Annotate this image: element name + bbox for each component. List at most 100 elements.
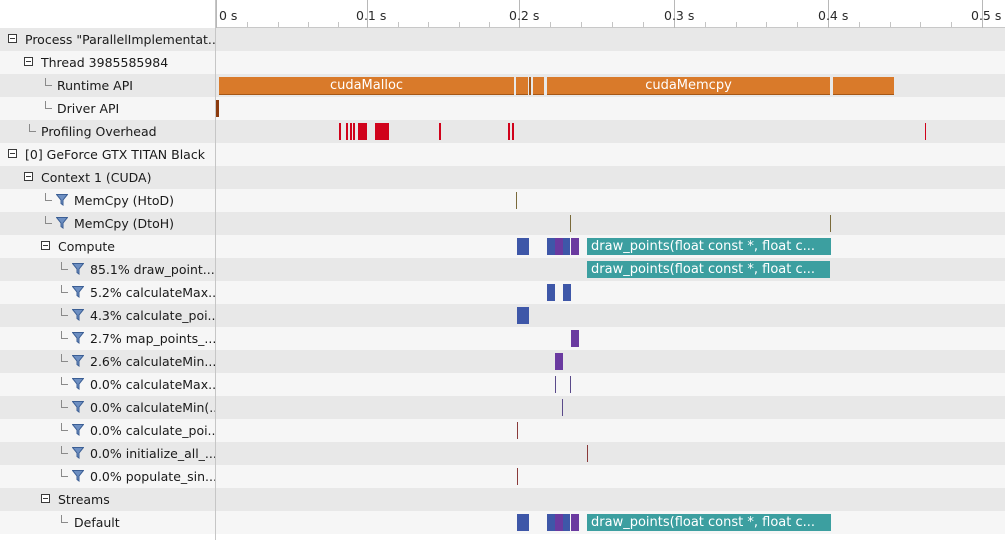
tree-row-context[interactable]: Context 1 (CUDA) (0, 166, 215, 189)
filter-funnel-icon[interactable] (72, 447, 84, 459)
tree-label-context: Context 1 (CUDA) (41, 170, 152, 185)
tree-row-memcpy-htod[interactable]: MemCpy (HtoD) (0, 189, 215, 212)
tree-row-memcpy-dtoh[interactable]: MemCpy (DtoH) (0, 212, 215, 235)
kernel-mark[interactable] (587, 445, 588, 462)
ruler-minor-tick (428, 22, 429, 27)
kernel-mark[interactable] (562, 399, 563, 416)
kernel-mark[interactable] (570, 376, 571, 393)
driver-api-mark[interactable] (216, 100, 219, 117)
tree-elbow-icon (61, 285, 68, 293)
tree-row-kernel[interactable]: 0.0% calculateMin(... (0, 396, 215, 419)
tree-row-kernel[interactable]: 4.3% calculate_poi... (0, 304, 215, 327)
tree-row-profiling-overhead[interactable]: Profiling Overhead (0, 120, 215, 143)
stream-kernel-bar[interactable] (517, 514, 529, 531)
timeline-panel[interactable]: cudaMalloc cudaMemcpy draw_points(float … (216, 28, 1005, 540)
filter-funnel-icon[interactable] (72, 355, 84, 367)
collapse-icon[interactable] (8, 149, 17, 158)
tree-row-streams[interactable]: Streams (0, 488, 215, 511)
compute-kernel-bar[interactable] (517, 238, 529, 255)
kernel-bar[interactable] (563, 284, 571, 301)
compute-kernel-bar[interactable] (547, 238, 555, 255)
kernel-bar[interactable] (555, 353, 563, 370)
kernel-bar[interactable] (517, 307, 529, 324)
tree-row-process[interactable]: Process "ParallelImplementat... (0, 28, 215, 51)
collapse-icon[interactable] (24, 172, 33, 181)
memcpy-dtoh-mark[interactable] (830, 215, 831, 232)
collapse-icon[interactable] (24, 57, 33, 66)
filter-funnel-icon[interactable] (72, 401, 84, 413)
kernel-mark[interactable] (517, 468, 518, 485)
overhead-mark[interactable] (508, 123, 510, 140)
collapse-icon[interactable] (41, 494, 50, 503)
timeline-row (216, 396, 1005, 419)
overhead-mark[interactable] (353, 123, 355, 140)
kernel-mark[interactable] (517, 422, 518, 439)
overhead-mark[interactable] (350, 123, 352, 140)
tree-row-kernel[interactable]: 85.1% draw_point... (0, 258, 215, 281)
runtime-api-mark[interactable] (529, 77, 531, 95)
filter-funnel-icon[interactable] (56, 217, 68, 229)
collapse-icon[interactable] (8, 34, 17, 43)
kernel-mark[interactable] (555, 376, 556, 393)
overhead-mark[interactable] (439, 123, 441, 140)
kernel-bar[interactable] (571, 330, 579, 347)
stream-kernel-bar[interactable] (563, 514, 570, 531)
runtime-api-bar[interactable] (533, 77, 544, 95)
draw-points-bar[interactable]: draw_points(float const *, float c... (587, 238, 831, 255)
panel-splitter[interactable] (215, 0, 216, 540)
tree-row-thread[interactable]: Thread 3985585984 (0, 51, 215, 74)
filter-funnel-icon[interactable] (72, 263, 84, 275)
filter-funnel-icon[interactable] (72, 286, 84, 298)
compute-kernel-bar[interactable] (563, 238, 570, 255)
stream-kernel-bar[interactable] (571, 514, 579, 531)
ruler-minor-tick (489, 22, 490, 27)
memcpy-htod-mark[interactable] (516, 192, 517, 209)
filter-funnel-icon[interactable] (72, 309, 84, 321)
tree-row-compute[interactable]: Compute (0, 235, 215, 258)
overhead-bar[interactable] (375, 123, 389, 140)
overhead-bar[interactable] (358, 123, 367, 140)
cuda-memcpy-bar[interactable]: cudaMemcpy (547, 77, 830, 95)
overhead-mark[interactable] (925, 123, 926, 140)
filter-funnel-icon[interactable] (72, 470, 84, 482)
tree-elbow-icon (45, 193, 52, 201)
tree-elbow-icon (61, 354, 68, 362)
timeline-row (216, 28, 1005, 51)
tree-elbow-icon (45, 101, 52, 109)
tree-row-kernel[interactable]: 0.0% initialize_all_... (0, 442, 215, 465)
collapse-icon[interactable] (41, 241, 50, 250)
tree-label-kernel: 0.0% calculateMax... (90, 377, 215, 392)
tree-row-kernel[interactable]: 2.7% map_points_... (0, 327, 215, 350)
tree-row-kernel[interactable]: 2.6% calculateMin... (0, 350, 215, 373)
tree-row-driver-api[interactable]: Driver API (0, 97, 215, 120)
tree-row-default-stream[interactable]: Default (0, 511, 215, 534)
kernel-bar[interactable] (547, 284, 555, 301)
tree-row-kernel[interactable]: 0.0% populate_sin... (0, 465, 215, 488)
stream-kernel-bar[interactable] (555, 514, 563, 531)
compute-kernel-bar[interactable] (555, 238, 563, 255)
tree-row-gpu[interactable]: [0] GeForce GTX TITAN Black (0, 143, 215, 166)
ruler-minor-tick (581, 22, 582, 27)
tree-row-kernel[interactable]: 5.2% calculateMax... (0, 281, 215, 304)
draw-points-kernel-bar[interactable]: draw_points(float const *, float c... (587, 261, 830, 278)
tree-row-kernel[interactable]: 0.0% calculateMax... (0, 373, 215, 396)
stream-kernel-bar[interactable] (547, 514, 555, 531)
runtime-api-bar[interactable] (833, 77, 894, 95)
memcpy-dtoh-mark[interactable] (570, 215, 571, 232)
compute-kernel-bar[interactable] (571, 238, 579, 255)
tree-row-runtime-api[interactable]: Runtime API (0, 74, 215, 97)
filter-funnel-icon[interactable] (72, 332, 84, 344)
draw-points-stream-bar[interactable]: draw_points(float const *, float c... (587, 514, 831, 531)
tree-row-kernel[interactable]: 0.0% calculate_poi... (0, 419, 215, 442)
filter-funnel-icon[interactable] (72, 424, 84, 436)
filter-funnel-icon[interactable] (72, 378, 84, 390)
time-ruler[interactable]: 0 s 0.1 s 0.2 s 0.3 s 0.4 s 0.5 s (0, 0, 1005, 28)
runtime-api-bar[interactable] (516, 77, 528, 95)
overhead-mark[interactable] (346, 123, 348, 140)
overhead-mark[interactable] (512, 123, 514, 140)
ruler-blank-area (0, 0, 215, 28)
filter-funnel-icon[interactable] (56, 194, 68, 206)
cuda-malloc-bar[interactable]: cudaMalloc (219, 77, 514, 95)
overhead-mark[interactable] (339, 123, 341, 140)
timeline-row (216, 143, 1005, 166)
